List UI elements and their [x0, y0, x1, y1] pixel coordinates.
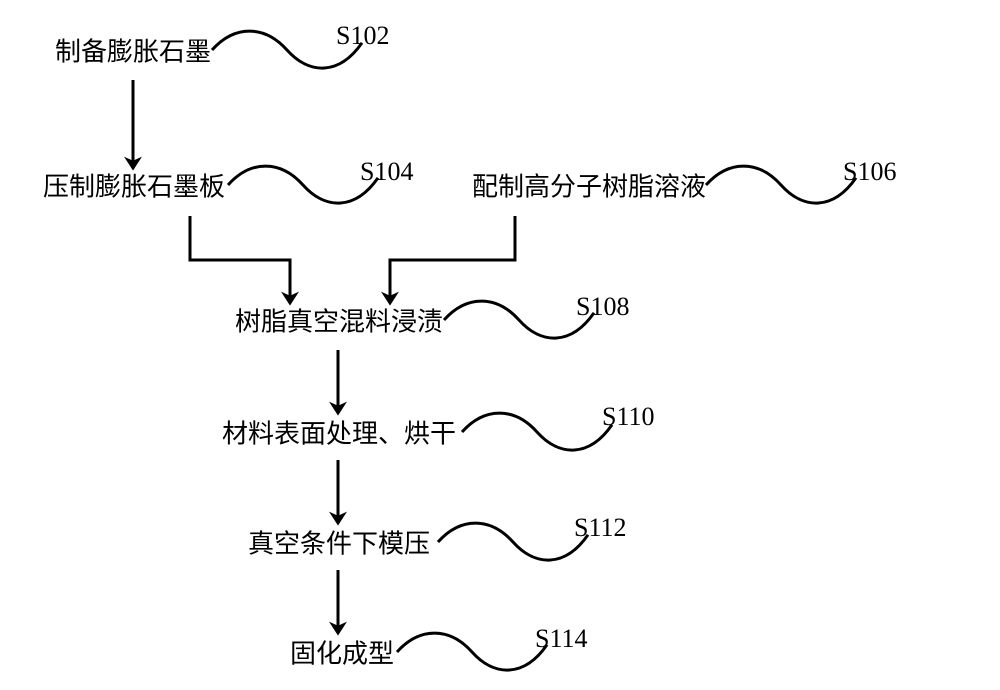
arrows-layer — [0, 0, 1000, 683]
flowchart-canvas: 制备膨胀石墨 压制膨胀石墨板 配制高分子树脂溶液 树脂真空混料浸渍 材料表面处理… — [0, 0, 1000, 683]
arrow-n104-n108 — [190, 216, 290, 300]
arrow-n106-n108 — [390, 216, 515, 300]
